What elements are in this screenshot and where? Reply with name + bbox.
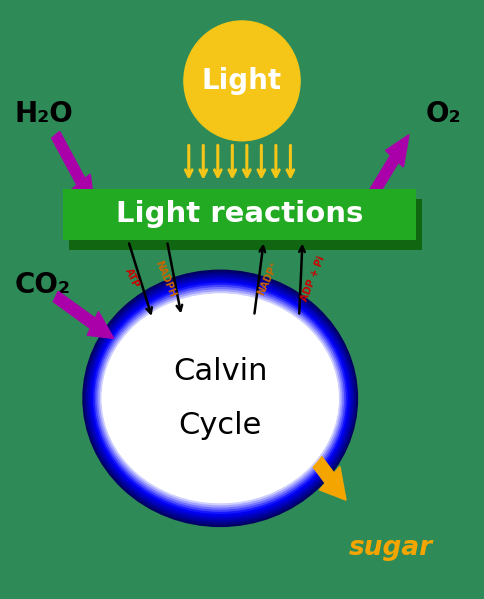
Ellipse shape xyxy=(102,294,339,503)
Text: H₂O: H₂O xyxy=(15,100,73,128)
Text: ATP: ATP xyxy=(123,267,140,290)
FancyArrow shape xyxy=(52,131,94,207)
Ellipse shape xyxy=(102,294,339,503)
Ellipse shape xyxy=(90,279,351,518)
FancyBboxPatch shape xyxy=(63,189,416,240)
Text: ADP + Pi: ADP + Pi xyxy=(300,255,327,302)
FancyArrow shape xyxy=(362,135,409,210)
Text: Light: Light xyxy=(202,67,282,95)
Ellipse shape xyxy=(91,280,349,516)
Ellipse shape xyxy=(84,272,356,525)
Ellipse shape xyxy=(96,287,344,510)
Ellipse shape xyxy=(93,283,348,514)
Ellipse shape xyxy=(94,285,346,512)
Text: NADP⁺: NADP⁺ xyxy=(256,260,280,297)
Text: Cycle: Cycle xyxy=(179,411,262,440)
Text: sugar: sugar xyxy=(348,535,433,561)
FancyBboxPatch shape xyxy=(69,199,422,250)
Text: O₂: O₂ xyxy=(426,100,462,128)
Text: Calvin: Calvin xyxy=(173,357,268,386)
Ellipse shape xyxy=(82,270,358,527)
Text: CO₂: CO₂ xyxy=(15,271,71,298)
Ellipse shape xyxy=(100,291,341,506)
Ellipse shape xyxy=(88,276,353,521)
Text: Light reactions: Light reactions xyxy=(116,200,363,228)
Ellipse shape xyxy=(184,21,300,141)
Ellipse shape xyxy=(86,274,355,523)
Ellipse shape xyxy=(98,289,342,507)
Text: NADPH: NADPH xyxy=(153,259,178,299)
FancyArrow shape xyxy=(284,418,346,500)
FancyArrow shape xyxy=(53,291,114,338)
